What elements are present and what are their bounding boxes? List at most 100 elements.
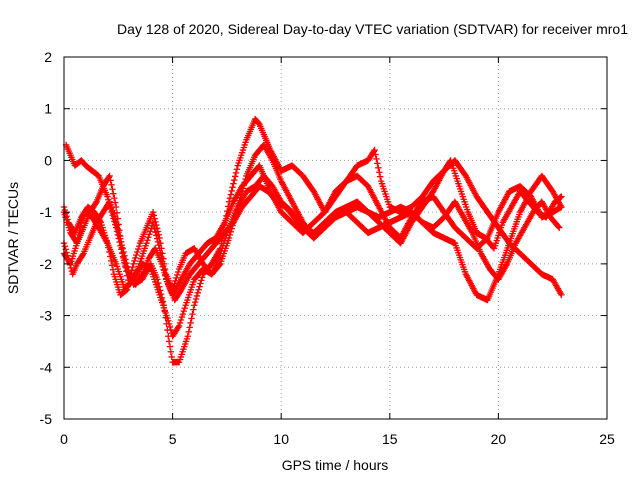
y-axis-label: SDTVAR / TECUs (5, 182, 21, 294)
data-point (153, 221, 160, 229)
data-point (191, 302, 198, 309)
data-point (159, 263, 166, 271)
data-point (104, 239, 111, 247)
data-point (111, 194, 118, 202)
data-point (66, 261, 74, 269)
data-point (190, 306, 197, 313)
data-point (180, 307, 187, 315)
data-point (558, 291, 565, 299)
data-point (173, 274, 180, 282)
data-point (154, 228, 162, 235)
data-point (233, 166, 241, 173)
data-point (107, 177, 114, 184)
data-point (132, 254, 139, 262)
data-point (156, 283, 163, 290)
data-point (145, 234, 152, 241)
data-point (105, 244, 112, 251)
data-point (171, 280, 178, 288)
data-point (122, 287, 130, 294)
y-tick-label: 1 (44, 101, 52, 117)
x-tick-label: 15 (382, 431, 398, 447)
data-point (161, 308, 168, 315)
data-point (155, 279, 162, 287)
data-point (113, 209, 121, 216)
data-point (231, 176, 238, 184)
data-point (157, 239, 164, 247)
data-point (191, 298, 199, 306)
data-point (186, 324, 193, 331)
data-point (134, 245, 142, 253)
data-point (109, 207, 116, 214)
y-tick-label: -4 (40, 359, 53, 375)
data-point (227, 191, 235, 198)
data-point (172, 277, 179, 285)
data-point (156, 234, 163, 242)
data-point (232, 169, 240, 177)
data-point (113, 222, 121, 229)
data-point (157, 290, 165, 298)
data-point (129, 263, 136, 271)
data-point (160, 302, 168, 309)
data-point (198, 277, 205, 284)
data-point (123, 259, 130, 267)
data-point (106, 172, 113, 180)
data-point (107, 253, 114, 260)
data-point (189, 310, 196, 318)
series-track-e (60, 183, 563, 304)
data-point (119, 245, 126, 252)
chart-title: Day 128 of 2020, Sidereal Day-to-day VTE… (117, 21, 628, 37)
data-point (108, 204, 115, 211)
y-tick-label: -1 (40, 204, 53, 220)
y-tick-labels: -5 -4 -3 -2 -1 0 1 2 (40, 49, 53, 427)
grid-lines (64, 57, 607, 419)
data-point (109, 266, 117, 273)
y-tick-label: 2 (44, 49, 52, 65)
data-point (557, 194, 564, 201)
data-point (107, 257, 115, 265)
data-point (176, 319, 184, 327)
data-point (144, 237, 151, 244)
data-point (65, 255, 72, 262)
data-point (152, 218, 159, 226)
data-point (112, 203, 120, 211)
data-point (131, 257, 138, 265)
data-point (110, 210, 117, 217)
data-point (150, 212, 158, 219)
data-point (373, 155, 380, 163)
data-point (124, 263, 131, 271)
data-point (146, 231, 153, 238)
data-point (558, 203, 565, 211)
data-point (556, 224, 563, 231)
data-point (134, 248, 141, 256)
data-point (155, 231, 162, 238)
data-point (177, 316, 185, 324)
x-tick-label: 20 (491, 431, 507, 447)
data-point (198, 274, 206, 281)
data-point (64, 216, 71, 223)
data-point (106, 248, 113, 256)
data-point (371, 146, 378, 154)
y-tick-label: -2 (40, 256, 53, 272)
data-point (163, 275, 170, 282)
data-point (376, 173, 384, 180)
data-point (162, 272, 169, 279)
data-point (158, 294, 166, 302)
data-point (166, 343, 174, 350)
data-point (109, 186, 116, 193)
data-point (229, 184, 236, 191)
data-point (143, 239, 150, 247)
data-point (156, 287, 164, 294)
data-point (151, 215, 158, 222)
x-tick-label: 5 (169, 431, 177, 447)
data-point (106, 198, 113, 205)
data-point (61, 243, 69, 250)
data-point (162, 314, 169, 321)
data-point (117, 235, 124, 242)
data-point (168, 353, 175, 361)
x-axis-label: GPS time / hours (282, 457, 389, 473)
data-point (121, 252, 128, 259)
data-point (372, 151, 379, 158)
data-point (158, 245, 165, 252)
data-point (135, 242, 143, 250)
